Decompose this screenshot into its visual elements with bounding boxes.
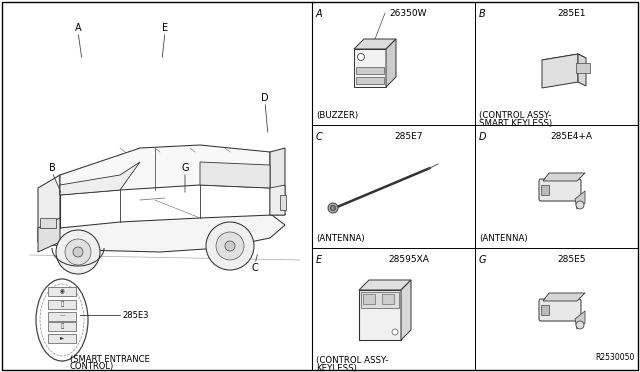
Bar — [541, 185, 549, 195]
Circle shape — [65, 239, 91, 265]
Text: A: A — [316, 9, 323, 19]
Circle shape — [328, 203, 338, 213]
Text: (ANTENNA): (ANTENNA) — [316, 234, 365, 243]
Text: (CONTROL ASSY-: (CONTROL ASSY- — [316, 356, 388, 365]
Polygon shape — [60, 162, 140, 195]
Text: (SMART ENTRANCE: (SMART ENTRANCE — [70, 355, 150, 364]
Circle shape — [206, 222, 254, 270]
Polygon shape — [542, 54, 586, 64]
Text: ►: ► — [60, 336, 64, 340]
Text: 285E5: 285E5 — [557, 255, 586, 264]
Polygon shape — [543, 173, 585, 181]
Circle shape — [576, 321, 584, 329]
Text: C: C — [252, 263, 259, 273]
Bar — [576, 63, 590, 73]
Text: SMART KEYLESS): SMART KEYLESS) — [479, 119, 552, 128]
FancyBboxPatch shape — [539, 299, 581, 321]
Circle shape — [56, 230, 100, 274]
Text: R2530050: R2530050 — [596, 353, 635, 362]
Text: (BUZZER): (BUZZER) — [316, 111, 358, 120]
Polygon shape — [543, 293, 585, 301]
Text: (ANTENNA): (ANTENNA) — [479, 234, 527, 243]
Bar — [40, 218, 56, 228]
Circle shape — [73, 247, 83, 257]
Text: G: G — [181, 163, 189, 173]
Bar — [48, 299, 76, 308]
Polygon shape — [270, 185, 285, 215]
Bar — [280, 195, 286, 210]
Bar — [382, 294, 394, 304]
Bar — [359, 290, 401, 340]
Text: KEYLESS): KEYLESS) — [316, 364, 357, 372]
Text: CONTROL): CONTROL) — [70, 362, 115, 371]
Text: 285E3: 285E3 — [122, 311, 148, 320]
Text: B: B — [49, 163, 56, 173]
FancyBboxPatch shape — [539, 179, 581, 201]
Polygon shape — [38, 218, 60, 252]
Polygon shape — [60, 145, 270, 195]
Text: C: C — [316, 132, 323, 142]
Text: E: E — [162, 23, 168, 33]
Circle shape — [392, 329, 398, 335]
Polygon shape — [401, 280, 411, 340]
Text: 28595XA: 28595XA — [388, 255, 429, 264]
Circle shape — [330, 205, 335, 211]
Text: —: — — [60, 314, 65, 318]
Bar — [361, 292, 399, 308]
Polygon shape — [200, 162, 270, 188]
Text: 🔓: 🔓 — [60, 323, 63, 329]
Polygon shape — [359, 280, 411, 290]
Polygon shape — [354, 39, 396, 49]
Bar — [356, 77, 384, 84]
Polygon shape — [38, 175, 60, 242]
Polygon shape — [270, 148, 285, 215]
Text: 285E4+A: 285E4+A — [550, 132, 593, 141]
Text: 285E7: 285E7 — [394, 132, 423, 141]
Bar — [363, 294, 375, 304]
Text: 285E1: 285E1 — [557, 9, 586, 18]
Circle shape — [216, 232, 244, 260]
Circle shape — [576, 201, 584, 209]
Ellipse shape — [40, 284, 84, 356]
Text: B: B — [479, 9, 486, 19]
Text: (CONTROL ASSY-: (CONTROL ASSY- — [479, 111, 552, 120]
Polygon shape — [578, 54, 586, 86]
Text: A: A — [75, 23, 81, 33]
Text: D: D — [479, 132, 486, 142]
Bar — [48, 286, 76, 295]
Circle shape — [358, 54, 365, 61]
Bar — [354, 49, 386, 87]
Polygon shape — [38, 215, 285, 252]
Text: ◉: ◉ — [60, 289, 65, 294]
Polygon shape — [386, 39, 396, 87]
Circle shape — [225, 241, 235, 251]
Text: D: D — [261, 93, 269, 103]
Bar — [48, 334, 76, 343]
Bar — [48, 321, 76, 330]
Text: E: E — [316, 255, 322, 265]
Bar — [541, 305, 549, 315]
Bar — [48, 311, 76, 321]
Ellipse shape — [36, 279, 88, 361]
Text: G: G — [479, 255, 486, 265]
Text: 🔒: 🔒 — [60, 301, 63, 307]
Polygon shape — [575, 311, 585, 329]
Polygon shape — [60, 148, 140, 175]
Polygon shape — [575, 191, 585, 209]
Bar — [356, 67, 384, 74]
Text: 26350W: 26350W — [390, 9, 428, 18]
Polygon shape — [542, 54, 578, 88]
